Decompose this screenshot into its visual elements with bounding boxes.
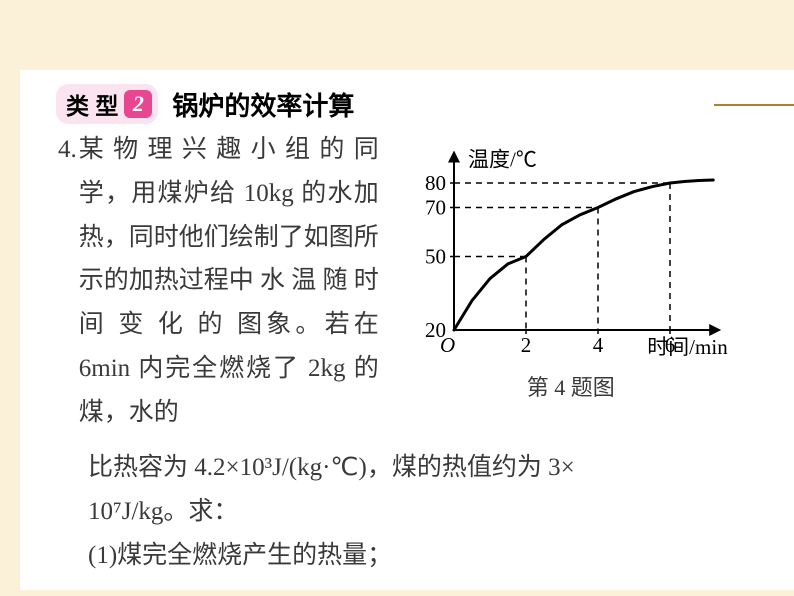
section-title: 锅炉的效率计算 [172,86,354,123]
header-rule [714,104,794,106]
svg-text:温度/℃: 温度/℃ [468,148,537,172]
question-part-1: (1)煤完全燃烧产生的热量； [88,542,392,569]
question-number: 4. [58,128,77,172]
question-line-2: 10⁷J/kg。求： [88,498,238,525]
question-row: 4. 某 物 理 兴 趣 小 组 的 同学，用煤炉给 10kg 的水加热，同时他… [20,128,794,446]
section-header: 类 型 2 锅炉的效率计算 [56,84,794,124]
svg-text:4: 4 [593,333,604,357]
question-line-1: 比热容为 4.2×10³J/(kg·℃)，煤的热值约为 3× [88,454,575,481]
chart-caption: 第 4 题图 [527,370,615,402]
page-container: 类 型 2 锅炉的效率计算 4. 某 物 理 兴 趣 小 组 的 同学，用煤炉给… [20,70,794,590]
svg-text:80: 80 [425,171,446,195]
type-badge: 类 型 2 [56,84,158,124]
svg-text:时间/min: 时间/min [647,335,728,359]
question-body-full: 比热容为 4.2×10³J/(kg·℃)，煤的热值约为 3× 10⁷J/kg。求… [20,446,794,589]
question-body-narrow: 某 物 理 兴 趣 小 组 的 同学，用煤炉给 10kg 的水加热，同时他们绘制… [79,128,379,434]
type-badge-label: 类 型 [66,87,118,121]
chart-column: 20507080246O温度/℃时间/min 第 4 题图 [391,134,751,402]
svg-text:70: 70 [425,196,446,220]
svg-text:O: O [440,333,455,357]
svg-text:50: 50 [425,245,446,269]
temperature-chart: 20507080246O温度/℃时间/min [406,134,736,364]
type-badge-number: 2 [124,90,152,118]
svg-text:2: 2 [521,333,532,357]
